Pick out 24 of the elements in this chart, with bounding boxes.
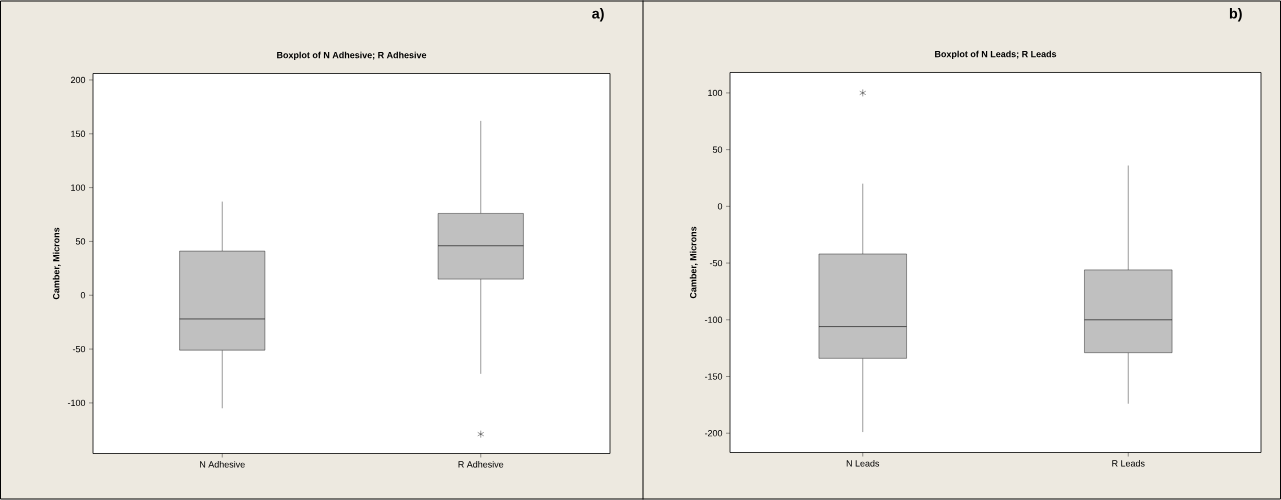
y-tick-label: 100 [708, 89, 723, 97]
y-tick-label: -200 [704, 430, 723, 437]
x-tick-label: N Leads [846, 460, 880, 467]
y-tick-label: 100 [71, 184, 86, 191]
text: b) [1229, 8, 1242, 22]
y-tick-label: 0 [80, 292, 86, 299]
y-tick-label: 50 [75, 238, 86, 245]
x-tick-label: R Adhesive [458, 461, 504, 468]
y-tick-label: 50 [712, 146, 723, 153]
y-tick-label: -150 [704, 373, 723, 380]
y-tick-label: -100 [704, 316, 723, 323]
y-tick-label: -50 [72, 345, 86, 353]
y-axis-title: Camber, Microns [52, 227, 61, 300]
y-axis-title: Camber, Microns [689, 226, 698, 299]
y-tick-label: -100 [67, 399, 86, 407]
y-tick-label: 150 [71, 130, 86, 137]
x-tick-label: N Adhesive [200, 461, 245, 468]
y-tick-label: -50 [709, 259, 723, 267]
text: a) [592, 8, 604, 22]
chart-title: Boxplot of N Adhesive; R Adhesive [277, 51, 427, 60]
chart-title: Boxplot of N Leads; R Leads [935, 50, 1057, 59]
y-tick-label: 200 [70, 76, 86, 84]
y-tick-label: 0 [717, 203, 723, 210]
x-tick-label: R Leads [1112, 460, 1145, 467]
